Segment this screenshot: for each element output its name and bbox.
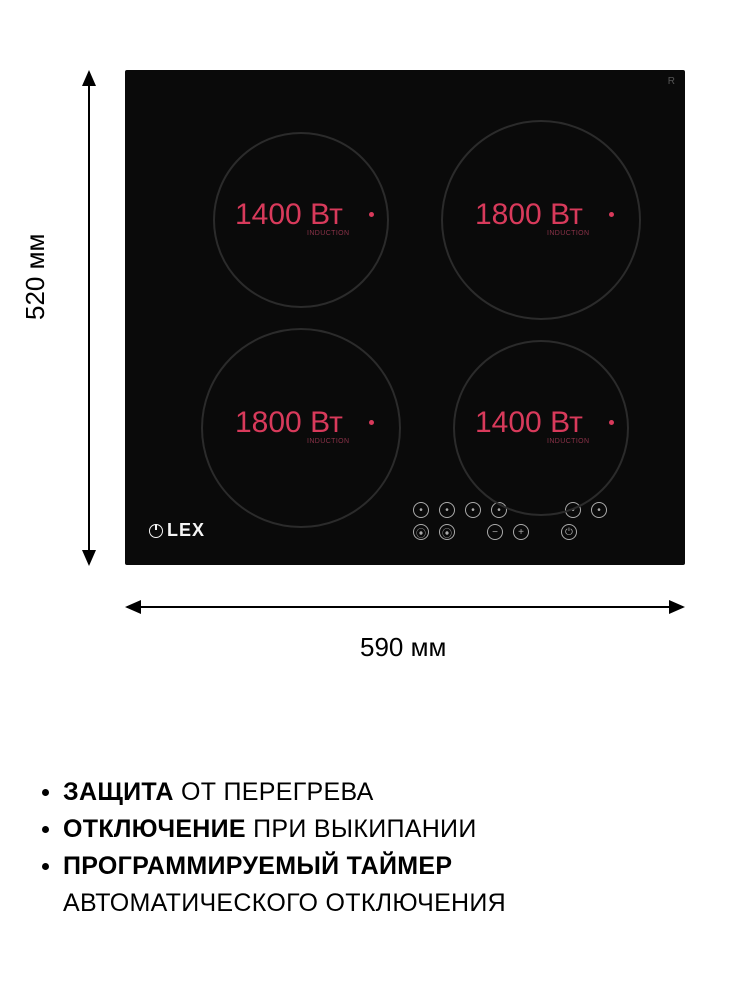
brand-logo: LEX: [149, 520, 205, 541]
arrow-down-icon: [82, 550, 96, 566]
feature-list: ЗАЩИТА ОТ ПЕРЕГРЕВА ОТКЛЮЧЕНИЕ ПРИ ВЫКИПА…: [42, 778, 506, 918]
feature-text: ОТКЛЮЧЕНИЕ ПРИ ВЫКИПАНИИ: [63, 815, 477, 844]
height-dimension-line: [88, 72, 90, 564]
burner-select-2[interactable]: •: [465, 502, 481, 518]
feature-item-3: АВТОМАТИЧЕСКОГО ОТКЛЮЧЕНИЯ: [42, 889, 506, 918]
feature-text: ПРОГРАММИРУЕМЫЙ ТАЙМЕР: [63, 852, 452, 881]
power-icon: [149, 524, 163, 538]
burner-power-top-right: 1800 Вт: [475, 198, 583, 232]
burner-sublabel-bottom-left: INDUCTION: [307, 438, 350, 445]
zone-a[interactable]: ⦿: [413, 524, 429, 540]
burner-dot-icon: [369, 420, 374, 425]
power-button[interactable]: ⏻: [561, 524, 577, 540]
burner-dot-icon: [609, 420, 614, 425]
registered-mark: R: [668, 76, 675, 87]
burner-power-bottom-right: 1400 Вт: [475, 406, 583, 440]
product-infographic: R LEX •••••• ⦿⦿−+⏻ 1400 ВтINDUCTION1800 …: [0, 0, 750, 1000]
control-row-bottom: ⦿ ⦿ −+ ⏻: [413, 524, 577, 540]
width-dimension-line: [127, 606, 683, 608]
feature-item-0: ЗАЩИТА ОТ ПЕРЕГРЕВА: [42, 778, 506, 807]
burner-sublabel-bottom-right: INDUCTION: [547, 438, 590, 445]
width-label: 590 мм: [360, 632, 446, 663]
arrow-right-icon: [669, 600, 685, 614]
bullet-icon: [42, 826, 49, 833]
burner-select-0[interactable]: •: [413, 502, 429, 518]
height-label: 520 мм: [20, 234, 51, 320]
burner-sublabel-top-right: INDUCTION: [547, 230, 590, 237]
feature-item-2: ПРОГРАММИРУЕМЫЙ ТАЙМЕР: [42, 852, 506, 881]
zone-b[interactable]: ⦿: [439, 524, 455, 540]
minus-button[interactable]: −: [487, 524, 503, 540]
burner-sublabel-top-left: INDUCTION: [307, 230, 350, 237]
feature-item-1: ОТКЛЮЧЕНИЕ ПРИ ВЫКИПАНИИ: [42, 815, 506, 844]
bullet-icon: [42, 863, 49, 870]
burner-power-bottom-left: 1800 Вт: [235, 406, 343, 440]
cooktop-panel: R LEX •••••• ⦿⦿−+⏻ 1400 ВтINDUCTION1800 …: [125, 70, 685, 565]
bullet-icon: [42, 789, 49, 796]
feature-text: АВТОМАТИЧЕСКОГО ОТКЛЮЧЕНИЯ: [63, 889, 506, 918]
arrow-up-icon: [82, 70, 96, 86]
burner-dot-icon: [609, 212, 614, 217]
brand-text: LEX: [167, 520, 205, 541]
burner-select-1[interactable]: •: [439, 502, 455, 518]
extra-2[interactable]: •: [591, 502, 607, 518]
burner-dot-icon: [369, 212, 374, 217]
plus-button[interactable]: +: [513, 524, 529, 540]
burner-power-top-left: 1400 Вт: [235, 198, 343, 232]
arrow-left-icon: [125, 600, 141, 614]
feature-text: ЗАЩИТА ОТ ПЕРЕГРЕВА: [63, 778, 374, 807]
